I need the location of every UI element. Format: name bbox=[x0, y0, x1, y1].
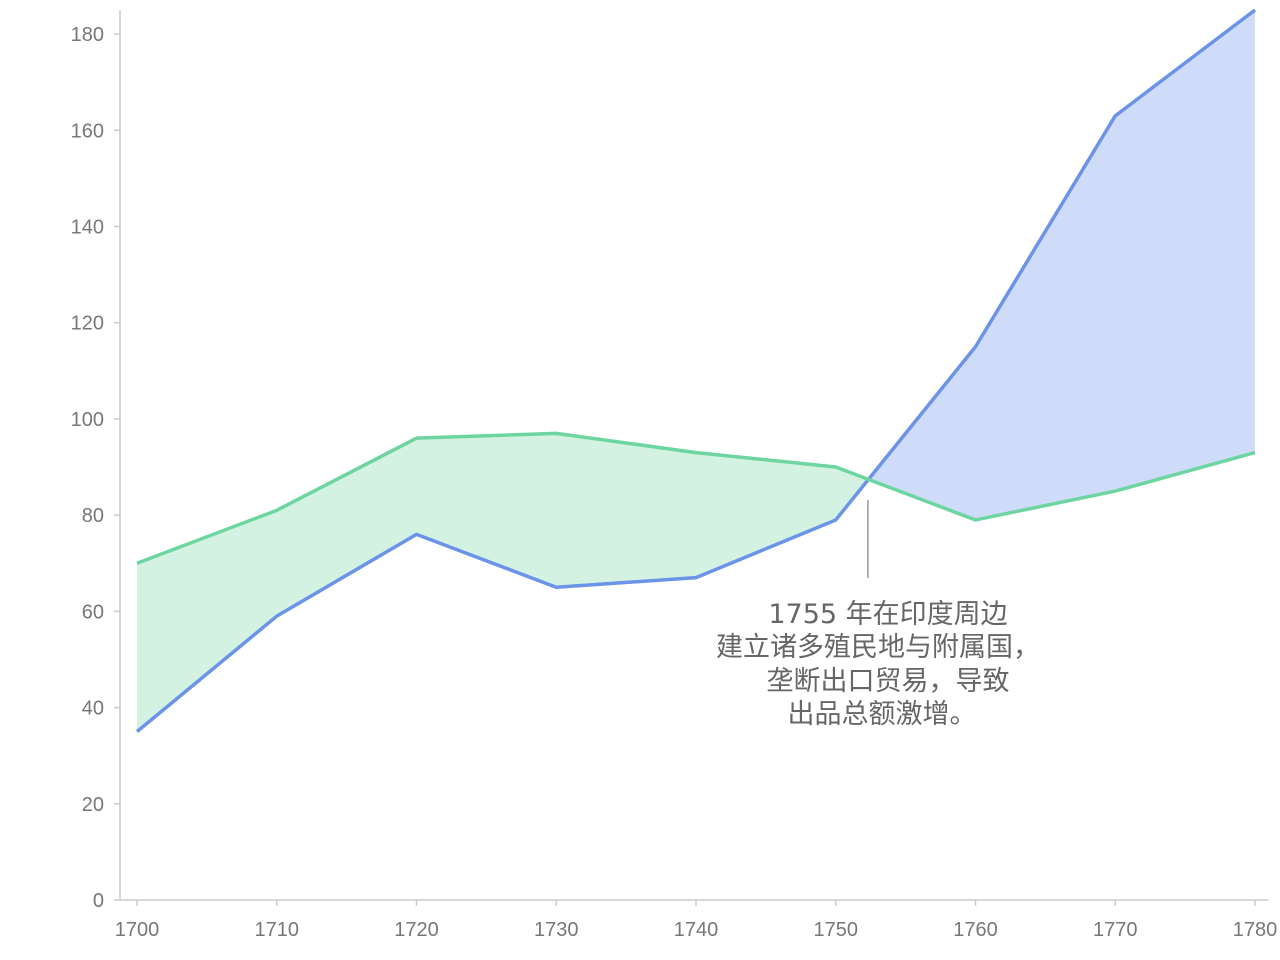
series-2-line bbox=[136, 431, 1256, 565]
y-axis-ticks: 0 20 40 60 80 100 120 140 160 180 bbox=[71, 24, 120, 912]
series-1-line bbox=[135, 8, 1257, 733]
y-tick-label: 180 bbox=[71, 24, 104, 46]
x-tick-label: 1780 bbox=[1233, 919, 1278, 941]
x-tick-label: 1710 bbox=[255, 919, 300, 941]
y-tick-label: 160 bbox=[71, 120, 104, 142]
annotation-line-3: 垄断出口贸易，导致 bbox=[767, 666, 1010, 697]
x-tick-label: 1730 bbox=[534, 919, 579, 941]
series-lines bbox=[135, 8, 1257, 733]
difference-fills bbox=[137, 10, 1255, 732]
annotation-line-4: 出品总额激增。 bbox=[788, 699, 977, 730]
x-tick-label: 1700 bbox=[115, 919, 160, 941]
y-tick-label: 80 bbox=[82, 505, 104, 527]
x-tick-label: 1750 bbox=[814, 919, 859, 941]
annotation: 1755 年在印度周边 建立诸多殖民地与附属国， 垄断出口贸易，导致 出品总额激… bbox=[716, 500, 1040, 730]
x-tick-label: 1740 bbox=[674, 919, 719, 941]
x-tick-label: 1770 bbox=[1093, 919, 1138, 941]
annotation-line-1: 1755 年在印度周边 bbox=[768, 599, 1007, 630]
difference-fill-1 bbox=[137, 433, 869, 732]
y-tick-label: 0 bbox=[93, 890, 104, 912]
y-tick-label: 140 bbox=[71, 216, 104, 238]
annotation-line-2: 建立诸多殖民地与附属国， bbox=[716, 632, 1040, 663]
x-axis-ticks: 1700 1710 1720 1730 1740 1750 1760 1770 1780 bbox=[115, 900, 1278, 941]
y-tick-label: 100 bbox=[71, 409, 104, 431]
y-tick-label: 120 bbox=[71, 313, 104, 335]
x-tick-label: 1760 bbox=[953, 919, 998, 941]
x-tick-label: 1720 bbox=[394, 919, 439, 941]
y-tick-label: 20 bbox=[82, 794, 104, 816]
y-tick-label: 60 bbox=[82, 601, 104, 623]
y-tick-label: 40 bbox=[82, 698, 104, 720]
difference-fill-2 bbox=[868, 10, 1255, 520]
